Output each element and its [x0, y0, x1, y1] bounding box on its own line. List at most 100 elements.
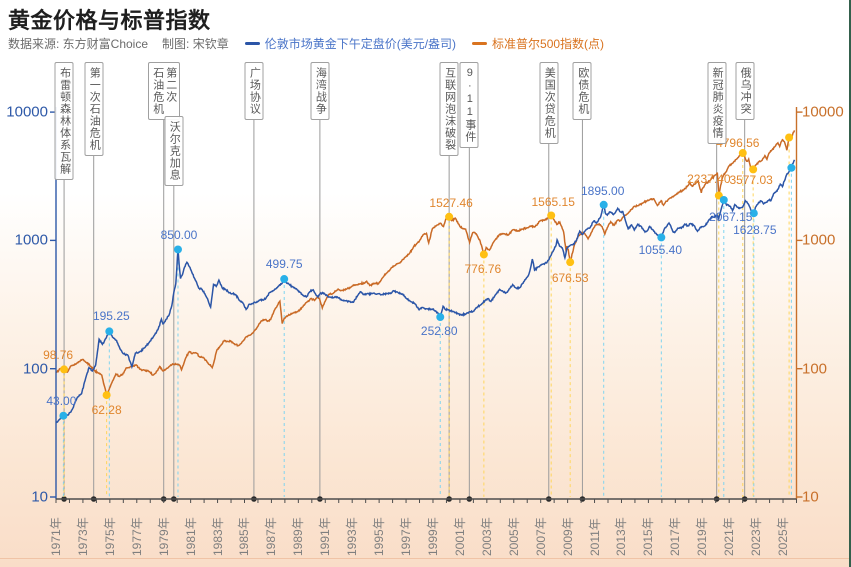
marker-dot-sp — [566, 258, 575, 267]
data-source: 数据来源: 东方财富Choice — [8, 37, 149, 51]
legend-label-sp: 标准普尔500指数(点) — [492, 37, 605, 51]
marker-dot-gold — [657, 233, 666, 242]
marker-dot-gold — [436, 313, 445, 322]
left-axis-tick-label: 100 — [22, 360, 48, 378]
left-axis-tick-label: 10 — [31, 488, 48, 506]
marker-dot-sp — [547, 211, 556, 220]
x-axis-year-label: 1995年 — [372, 517, 387, 556]
marker-dot-gold — [173, 245, 182, 254]
x-axis-year-label: 2003年 — [479, 517, 494, 556]
event-box: 第二次 石油危机 — [147, 62, 180, 120]
gold-legend-dash-icon — [244, 42, 260, 45]
x-axis-year-label: 2001年 — [452, 517, 467, 556]
data-label-gold: 1895.00 — [580, 183, 625, 198]
event-lines-layer — [61, 120, 748, 502]
x-axis-year-label: 1979年 — [156, 517, 171, 556]
legend-label-gold: 伦敦市场黄金下午定盘价(美元/盎司) — [264, 37, 457, 51]
x-axis-year-label: 1989年 — [291, 517, 306, 556]
data-label-sp: 62.28 — [91, 403, 122, 418]
window-right-border — [849, 0, 851, 567]
event-box: 第一次石油危机 — [84, 62, 104, 156]
marker-dot-sp — [785, 133, 794, 142]
event-box: 美国次贷危机 — [539, 62, 559, 144]
data-label-sp: 676.53 — [551, 271, 589, 286]
gold-series-line — [55, 159, 796, 424]
data-label-sp: 776.76 — [464, 262, 502, 277]
right-axis-tick-label: 100 — [802, 360, 828, 378]
data-label-gold: 1628.75 — [733, 223, 777, 238]
legend-item-gold[interactable]: 伦敦市场黄金下午定盘价(美元/盎司) — [244, 35, 457, 52]
right-axis-tick-label: 10000 — [802, 103, 844, 121]
marker-dot-sp — [445, 212, 454, 221]
x-axis-year-label: 1983年 — [210, 517, 225, 556]
event-box: 广场协议 — [244, 62, 264, 120]
x-axis-year-label: 2007年 — [533, 517, 548, 556]
event-box: 欧债危机 — [572, 62, 592, 120]
marker-dots-layer — [59, 133, 796, 420]
x-axis-year-label: 1971年 — [49, 517, 63, 556]
marker-dot-gold — [787, 163, 796, 172]
marker-dot-sp — [479, 250, 488, 259]
marker-dot-gold — [59, 411, 68, 420]
legend-item-sp[interactable]: 标准普尔500指数(点) — [472, 35, 604, 52]
marker-dot-gold — [105, 327, 114, 336]
page-title: 黄金价格与标普指数 — [8, 8, 211, 33]
x-axis-year-label: 2009年 — [560, 517, 575, 556]
x-axis-year-label: 1991年 — [318, 517, 333, 556]
marker-dot-sp — [738, 149, 747, 158]
event-box: 沃尔克加息 — [164, 116, 184, 186]
event-box: 海湾战争 — [310, 62, 330, 120]
event-box: 9·11事件 — [459, 62, 479, 148]
data-label-sp: 3577.03 — [729, 173, 773, 188]
data-label-gold: 43.00 — [46, 393, 77, 408]
marker-dot-gold — [749, 209, 758, 218]
axes-layer — [50, 107, 803, 503]
right-axis-tick-label: 10 — [802, 488, 819, 506]
event-box: 俄乌冲突 — [735, 62, 755, 120]
data-label-sp: 4796.56 — [716, 136, 760, 151]
marker-dot-sp — [749, 165, 758, 174]
event-box: 互联网泡沫破裂 — [439, 62, 459, 156]
data-label-gold: 499.75 — [265, 257, 303, 272]
x-axis-year-label: 2017年 — [668, 517, 683, 556]
x-axis-year-label: 2025年 — [776, 517, 791, 556]
x-axis-year-label: 1987年 — [264, 517, 279, 556]
x-axis-year-label: 1981年 — [183, 517, 198, 556]
data-label-sp: 2237.40 — [687, 171, 731, 186]
sp-series-line — [56, 130, 796, 398]
x-axis-year-label: 2019年 — [695, 517, 710, 556]
left-axis-tick-label: 1000 — [14, 231, 48, 249]
x-axis-year-label: 2005年 — [506, 517, 521, 556]
x-axis-year-label: 1973年 — [75, 517, 90, 556]
data-label-sp: 98.76 — [43, 348, 74, 363]
x-axis-year-label: 1993年 — [345, 517, 360, 556]
chart-meta-row: 数据来源: 东方财富Choice 制图: 宋钦章 伦敦市场黄金下午定盘价(美元/… — [8, 35, 604, 52]
x-axis-year-label: 1977年 — [129, 517, 144, 556]
x-axis-year-label: 1997年 — [399, 517, 414, 556]
x-axis-year-label: 2021年 — [722, 517, 737, 556]
marker-dot-gold — [599, 200, 608, 209]
event-box: 布雷顿森林体系瓦解 — [54, 62, 74, 180]
data-label-gold: 252.80 — [420, 324, 458, 339]
guide-lines-layer — [62, 137, 792, 497]
sp-legend-dash-icon — [472, 42, 488, 45]
x-axis-year-label: 2013年 — [614, 517, 629, 556]
left-axis-tick-label: 10000 — [6, 103, 48, 121]
data-label-gold: 1055.40 — [638, 243, 683, 258]
x-axis-year-label: 2015年 — [641, 517, 656, 556]
marker-dot-sp — [60, 365, 69, 374]
chart-credit: 制图: 宋钦章 — [162, 37, 229, 51]
data-label-sp: 1527.46 — [429, 195, 473, 210]
x-axis-year-label: 1975年 — [102, 517, 117, 556]
marker-dot-gold — [280, 275, 289, 284]
x-axis-year-label: 2011年 — [587, 518, 602, 556]
data-label-gold: 850.00 — [160, 228, 198, 243]
data-label-sp: 1565.15 — [531, 195, 575, 210]
right-axis-tick-label: 1000 — [802, 231, 836, 249]
x-axis-year-label: 2023年 — [749, 517, 764, 556]
marker-dot-sp — [102, 391, 111, 400]
bottom-divider — [0, 558, 851, 559]
x-axis-year-label: 1985年 — [237, 517, 252, 556]
marker-dot-gold — [719, 195, 728, 204]
